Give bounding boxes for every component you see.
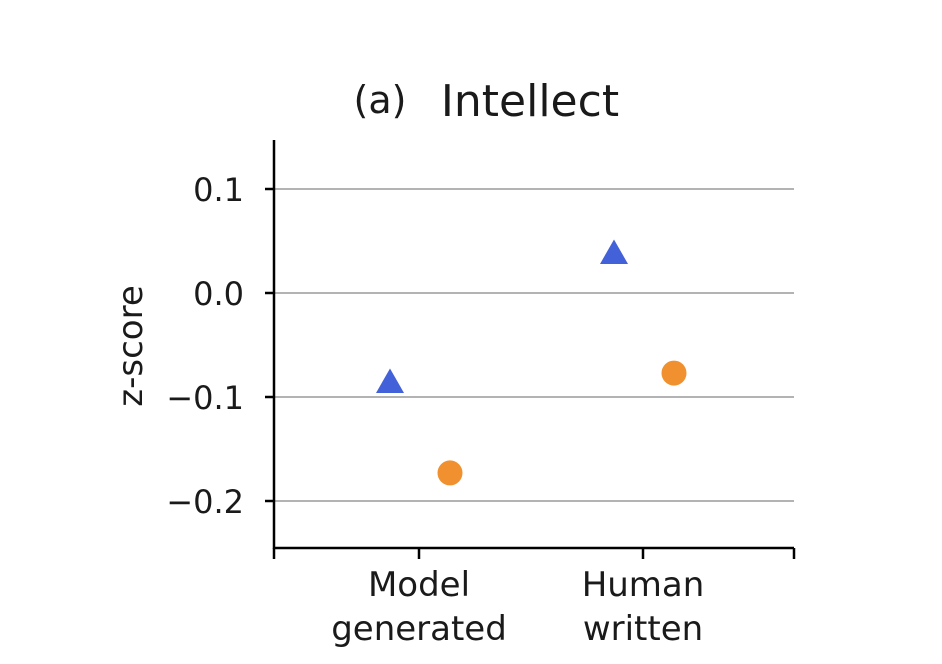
- y-tick-label: −0.1: [166, 379, 244, 417]
- x-tick-label: Model: [368, 565, 470, 605]
- data-point-circle: [437, 460, 463, 486]
- x-tick-label: Human: [582, 565, 705, 605]
- y-tick-label: −0.2: [166, 483, 244, 521]
- chart-title-prefix: (a): [354, 78, 407, 122]
- data-point-triangle: [600, 239, 628, 264]
- chart-title: Intellect: [441, 76, 619, 127]
- grid-lines: [274, 188, 794, 502]
- y-tick-label: 0.1: [193, 171, 244, 209]
- data-points: [376, 239, 687, 486]
- y-axis-label: z-score: [111, 285, 151, 406]
- y-axis-ticks: 0.1 0.0 −0.1 −0.2: [166, 171, 274, 521]
- data-point-triangle: [376, 368, 404, 393]
- x-tick-label: generated: [331, 609, 507, 649]
- data-point-circle: [661, 360, 687, 386]
- x-tick-label: written: [583, 609, 703, 649]
- y-tick-label: 0.0: [193, 275, 244, 313]
